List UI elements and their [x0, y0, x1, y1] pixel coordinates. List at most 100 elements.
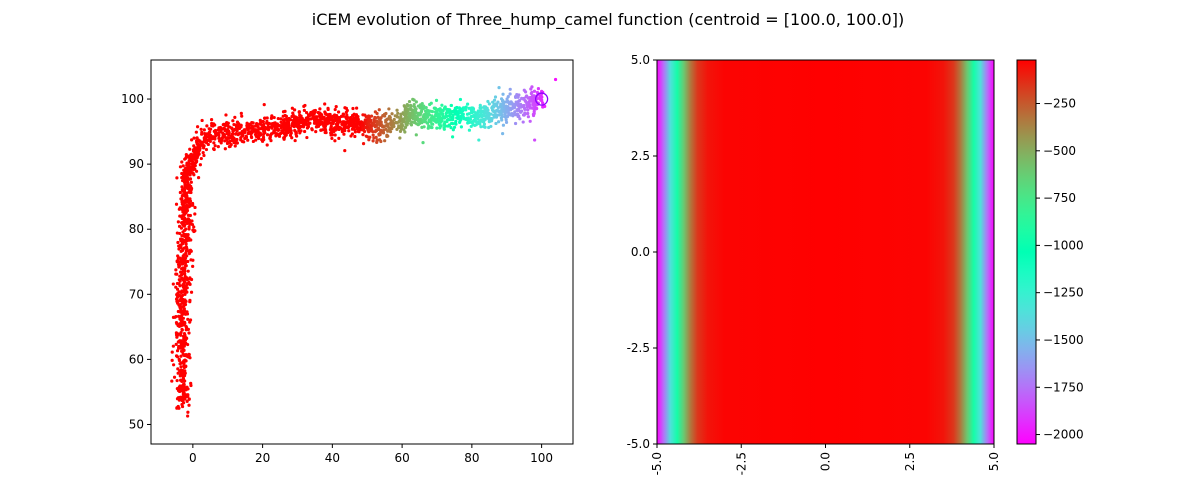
- scatter-point: [530, 94, 535, 98]
- scatter-point: [327, 121, 331, 125]
- scatter-point: [409, 107, 413, 111]
- y-tick-label: 80: [129, 222, 144, 236]
- scatter-point: [285, 124, 289, 129]
- scatter-point: [270, 126, 274, 130]
- scatter-point: [367, 122, 371, 126]
- scatter-point: [530, 99, 534, 103]
- scatter-point: [176, 291, 180, 295]
- scatter-point: [258, 118, 262, 122]
- scatter-point: [445, 107, 449, 112]
- scatter-point: [467, 106, 471, 110]
- scatter-point: [283, 109, 287, 113]
- scatter-point: [179, 354, 183, 358]
- scatter-point: [318, 114, 322, 119]
- scatter-point: [242, 140, 246, 144]
- scatter-points: [170, 77, 558, 418]
- scatter-point: [176, 256, 180, 260]
- heatmap-x-tick-label: 2.5: [903, 452, 917, 471]
- scatter-point: [305, 135, 309, 140]
- scatter-point: [303, 129, 307, 134]
- scatter-point: [196, 153, 200, 157]
- scatter-point: [179, 361, 183, 365]
- scatter-point: [182, 342, 186, 346]
- scatter-point: [333, 139, 337, 143]
- figure-title: iCEM evolution of Three_hump_camel funct…: [312, 10, 904, 30]
- scatter-point: [187, 352, 191, 356]
- colorbar-tick-label: −250: [1043, 97, 1076, 111]
- scatter-point: [261, 135, 266, 139]
- scatter-point: [247, 123, 251, 128]
- scatter-point: [279, 120, 283, 124]
- scatter-point: [441, 112, 445, 116]
- scatter-point: [182, 365, 186, 370]
- scatter-point: [322, 124, 326, 129]
- scatter-point: [206, 142, 210, 147]
- scatter-point: [185, 399, 189, 403]
- x-tick-label: 100: [530, 451, 553, 465]
- scatter-point: [364, 134, 368, 138]
- scatter-point: [445, 110, 449, 115]
- x-tick-label: 20: [255, 451, 270, 465]
- scatter-point: [459, 125, 464, 129]
- scatter-point: [178, 389, 182, 394]
- scatter-point: [181, 334, 186, 338]
- scatter-point: [523, 111, 527, 115]
- scatter-point: [398, 136, 402, 140]
- scatter-point: [175, 379, 179, 383]
- scatter-point: [458, 97, 463, 102]
- scatter-point: [534, 107, 538, 111]
- scatter-point: [177, 358, 182, 363]
- scatter-point: [388, 121, 393, 125]
- scatter-point: [184, 232, 188, 237]
- scatter-point: [175, 260, 179, 264]
- scatter-point: [354, 113, 359, 117]
- scatter-point: [473, 123, 477, 127]
- scatter-point: [204, 147, 209, 152]
- scatter-point: [528, 119, 532, 123]
- scatter-point: [183, 292, 187, 296]
- scatter-point: [181, 247, 185, 252]
- scatter-point: [522, 106, 527, 110]
- scatter-point: [175, 355, 180, 359]
- scatter-point: [235, 120, 240, 124]
- scatter-point: [532, 103, 536, 107]
- scatter-point: [334, 118, 339, 122]
- scatter-point: [245, 121, 249, 125]
- scatter-point: [290, 123, 294, 127]
- scatter-point: [179, 197, 183, 201]
- scatter-point: [184, 264, 188, 268]
- scatter-point: [532, 89, 537, 93]
- scatter-point: [246, 138, 250, 142]
- scatter-point: [366, 114, 370, 119]
- scatter-point: [399, 112, 403, 116]
- scatter-point: [181, 262, 185, 266]
- scatter-point: [530, 106, 535, 110]
- scatter-point: [408, 113, 412, 117]
- scatter-point: [407, 99, 412, 104]
- scatter-point: [347, 120, 351, 124]
- scatter-point: [408, 103, 413, 107]
- scatter-point: [176, 367, 180, 371]
- scatter-point: [184, 251, 188, 255]
- scatter-point: [414, 133, 418, 137]
- scatter-point: [176, 404, 180, 409]
- scatter-point: [513, 110, 517, 114]
- scatter-point: [179, 259, 183, 263]
- scatter-point: [348, 116, 352, 120]
- scatter-point: [357, 130, 361, 134]
- scatter-point: [290, 106, 294, 110]
- scatter-point: [200, 132, 204, 136]
- scatter-point: [177, 314, 181, 318]
- scatter-point: [179, 226, 184, 230]
- scatter-point: [308, 113, 312, 117]
- scatter-point: [302, 124, 306, 128]
- scatter-point: [439, 124, 443, 128]
- scatter-point: [216, 145, 220, 149]
- scatter-point: [175, 281, 180, 286]
- scatter-point: [355, 106, 359, 110]
- scatter-point: [371, 130, 375, 134]
- scatter-point: [413, 116, 417, 120]
- scatter-point: [261, 120, 265, 124]
- scatter-point: [217, 136, 221, 140]
- scatter-point: [327, 112, 331, 117]
